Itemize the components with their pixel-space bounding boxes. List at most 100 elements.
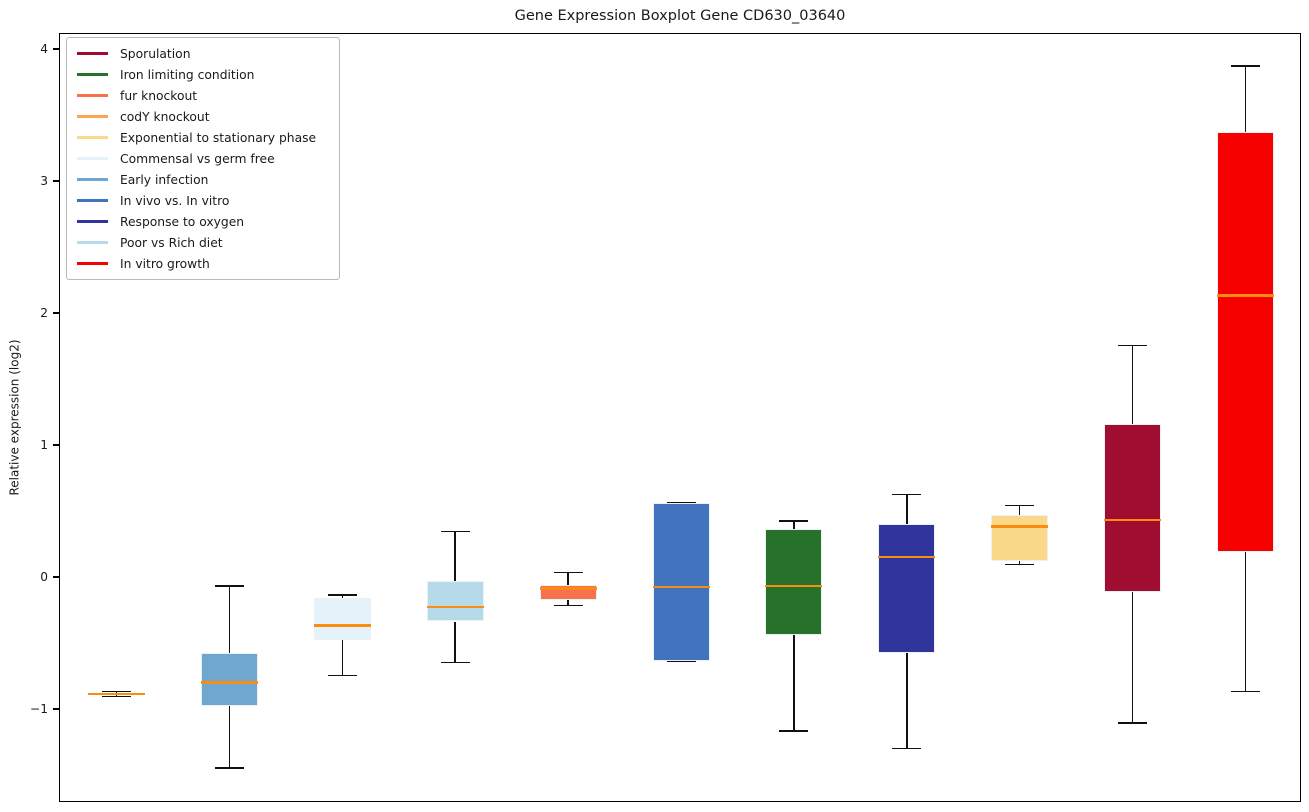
- box-whisker-cap-low: [779, 730, 809, 732]
- legend-label: Iron limiting condition: [120, 67, 255, 82]
- box-whisker-high: [906, 494, 908, 524]
- y-tick-label: 3: [40, 173, 48, 188]
- box-whisker-low: [454, 621, 456, 663]
- box-median: [200, 680, 258, 684]
- legend-label: In vivo vs. In vitro: [120, 193, 230, 208]
- box-median: [765, 584, 823, 588]
- box-whisker-cap-high: [553, 571, 583, 574]
- box-whisker-low: [228, 705, 231, 768]
- legend-swatch: [77, 52, 108, 55]
- box-q1-q3: [652, 502, 710, 662]
- legend-swatch: [77, 94, 108, 97]
- legend-item: Exponential to stationary phase: [72, 127, 331, 148]
- box-median: [87, 692, 145, 696]
- y-tick-mark: [52, 576, 59, 578]
- legend-label: Sporulation: [120, 46, 191, 61]
- box-whisker-cap-low: [1231, 690, 1261, 693]
- legend-item: Commensal vs germ free: [72, 148, 331, 169]
- box-whisker-cap-high: [214, 585, 244, 587]
- box-whisker-low: [341, 639, 343, 676]
- y-tick-label: 1: [40, 437, 48, 452]
- legend-label: Early infection: [120, 172, 209, 187]
- box-q1-q3: [200, 653, 258, 706]
- box-whisker-cap-high: [440, 531, 470, 533]
- legend-item: Poor vs Rich diet: [72, 232, 331, 253]
- box-whisker-cap-low: [327, 674, 357, 677]
- box-whisker-low: [1019, 560, 1021, 565]
- legend-item: Early infection: [72, 169, 331, 190]
- box-whisker-low: [793, 634, 795, 732]
- y-tick-mark: [52, 180, 59, 182]
- box-median: [426, 605, 484, 609]
- legend-swatch: [77, 220, 108, 223]
- box-whisker-cap-low: [553, 604, 583, 607]
- y-tick-mark: [52, 708, 59, 710]
- box-whisker-cap-high: [327, 594, 357, 596]
- box-whisker-low: [1244, 551, 1247, 692]
- box-median: [991, 525, 1049, 528]
- box-q1-q3: [878, 523, 936, 654]
- box-whisker-cap-low: [101, 696, 131, 698]
- legend-label: fur knockout: [120, 88, 198, 103]
- legend-item: In vitro growth: [72, 253, 331, 274]
- legend-label: Commensal vs germ free: [120, 151, 275, 166]
- legend-swatch: [77, 178, 108, 181]
- box-q1-q3: [1104, 423, 1162, 593]
- box-whisker-cap-high: [779, 520, 809, 522]
- y-tick-mark: [52, 48, 59, 50]
- legend-swatch: [77, 157, 108, 160]
- legend-swatch: [77, 199, 108, 202]
- legend-label: In vitro growth: [120, 256, 210, 271]
- box-median: [652, 585, 710, 589]
- box-whisker-cap-high: [1005, 504, 1035, 507]
- y-tick-label: 4: [40, 41, 48, 56]
- box-whisker-cap-low: [214, 767, 244, 769]
- box-whisker-cap-high: [666, 502, 696, 504]
- legend-swatch: [77, 136, 108, 139]
- legend-label: Poor vs Rich diet: [120, 235, 223, 250]
- box-q1-q3: [426, 580, 484, 622]
- legend-swatch: [77, 115, 108, 118]
- legend-label: Response to oxygen: [120, 214, 245, 229]
- chart-title: Gene Expression Boxplot Gene CD630_03640: [514, 8, 846, 24]
- legend-swatch: [77, 262, 108, 265]
- box-whisker-cap-high: [892, 494, 922, 496]
- box-whisker-high: [228, 585, 231, 654]
- box-q1-q3: [313, 597, 371, 640]
- legend-swatch: [77, 73, 108, 76]
- box-q1-q3: [765, 529, 823, 635]
- box-whisker-low: [1131, 592, 1134, 724]
- box-median: [1104, 518, 1162, 522]
- legend-label: Exponential to stationary phase: [120, 130, 317, 145]
- y-tick-label: 2: [40, 305, 48, 320]
- box-median: [539, 587, 597, 590]
- box-median: [878, 555, 936, 559]
- legend-item: codY knockout: [72, 106, 331, 127]
- box-whisker-high: [567, 572, 569, 585]
- y-tick-mark: [52, 312, 59, 314]
- box-whisker-high: [1244, 65, 1247, 132]
- box-whisker-cap-low: [892, 747, 922, 749]
- y-tick-label: −1: [30, 701, 48, 716]
- legend-label: codY knockout: [120, 109, 210, 124]
- legend: Sporulation Iron limiting condition fur kn…: [66, 37, 340, 280]
- box-median: [313, 624, 371, 627]
- box-whisker-cap-low: [440, 661, 470, 664]
- box-whisker-cap-high: [101, 690, 131, 693]
- box-q1-q3: [1217, 131, 1275, 552]
- legend-item: Response to oxygen: [72, 211, 331, 232]
- box-whisker-high: [1131, 345, 1134, 424]
- box-whisker-low: [567, 600, 569, 606]
- box-whisker-cap-high: [1118, 344, 1148, 347]
- box-whisker-cap-high: [1231, 65, 1261, 67]
- legend-swatch: [77, 241, 108, 244]
- box-whisker-high: [341, 595, 343, 598]
- box-whisker-high: [1019, 505, 1021, 515]
- y-tick-mark: [52, 444, 59, 446]
- box-whisker-low: [906, 653, 908, 749]
- legend-item: Sporulation: [72, 43, 331, 64]
- legend-item: Iron limiting condition: [72, 64, 331, 85]
- box-whisker-cap-low: [1118, 722, 1148, 724]
- box-median: [1217, 294, 1275, 297]
